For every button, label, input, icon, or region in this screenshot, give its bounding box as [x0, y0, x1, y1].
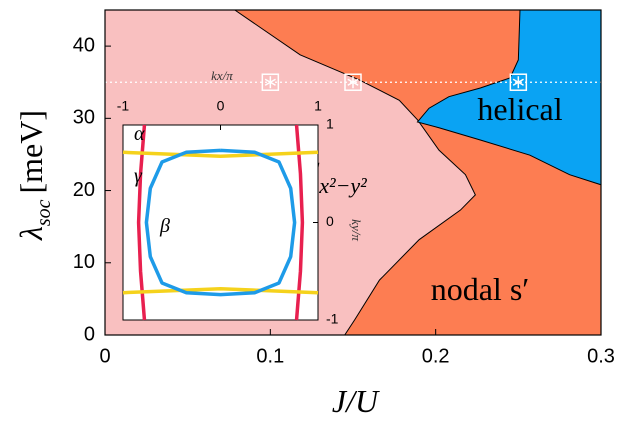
inset-y-tick-label: -1 [326, 311, 339, 327]
region-label: nodal s′ [431, 271, 530, 307]
inset-y-tick-label: 0 [326, 213, 334, 229]
y-label-subscript: soc [33, 199, 55, 226]
inset-x-label: kx/π [211, 68, 233, 83]
marker-box [261, 73, 280, 91]
marker [509, 73, 528, 91]
fermi-surface [136, 124, 147, 321]
inset-x-tick-label: -1 [117, 98, 130, 114]
marker-box [509, 73, 528, 91]
band-label: β [159, 215, 170, 237]
y-label-unit: [meV] [13, 110, 49, 194]
y-tick-label: 10 [73, 251, 95, 273]
inset-y-label: ky/π [349, 219, 364, 241]
inset-y-tick-label: 1 [326, 116, 334, 132]
fermi-surface [122, 287, 319, 295]
y-label-symbol: λ [13, 226, 49, 241]
y-tick-label: 40 [73, 34, 95, 56]
x-axis-label: J/U [332, 383, 380, 419]
fermi-surface [294, 124, 305, 321]
plot-frame [104, 9, 602, 336]
marker-box [344, 73, 362, 91]
marker-star [347, 78, 359, 86]
y-tick-label: 0 [84, 323, 95, 345]
fermi-surface [144, 148, 297, 297]
y-tick-label: 20 [73, 179, 95, 201]
marker [261, 73, 280, 91]
marker-star [512, 78, 524, 86]
band-label: α [134, 123, 145, 145]
inset-x-tick-label: 0 [217, 98, 225, 114]
inset-x-tick-label: 1 [314, 98, 322, 114]
x-tick-label: 0.1 [256, 345, 284, 367]
region-label: helical [477, 91, 562, 127]
x-tick-label: 0.2 [422, 345, 450, 367]
fermi-surface [122, 150, 319, 158]
x-tick-label: 0 [99, 345, 110, 367]
y-tick-label: 30 [73, 107, 95, 129]
marker-star [264, 78, 276, 86]
region-label-sub: x²−y² [318, 173, 367, 198]
y-axis-label: λsoc [meV] [13, 110, 55, 241]
band-label: γ [134, 165, 143, 187]
marker [344, 73, 362, 91]
x-tick-label: 0.3 [587, 345, 615, 367]
